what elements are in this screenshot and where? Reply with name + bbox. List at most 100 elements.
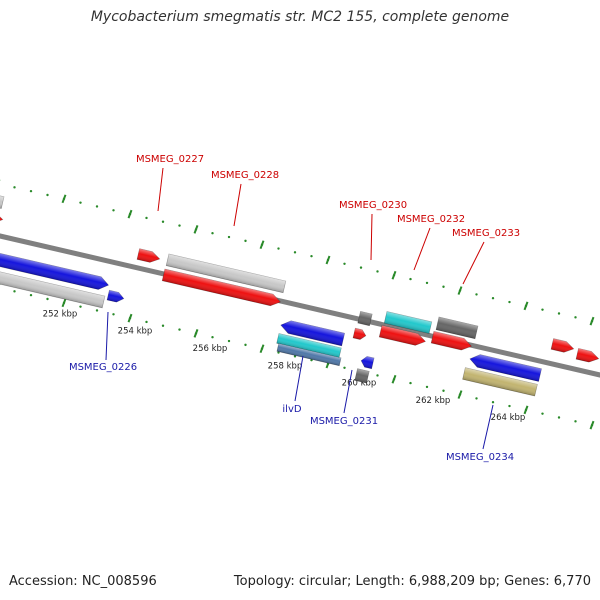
- tick-dot: [376, 270, 379, 273]
- gene-label[interactable]: MSMEG_0232: [397, 214, 465, 225]
- gene-shading: [107, 290, 124, 303]
- tick-dot: [442, 389, 445, 392]
- tick-dot: [442, 285, 445, 288]
- gene-shading: [276, 343, 342, 366]
- scale-label: 254 kbp: [118, 327, 153, 337]
- tick-dot: [491, 297, 495, 300]
- tick-dot: [13, 186, 16, 189]
- accession-text: Accession: NC_008596: [9, 574, 157, 589]
- leader-line: [462, 241, 485, 285]
- gene-shading: [361, 356, 375, 369]
- leader-line: [233, 183, 242, 227]
- genome-backbone: [0, 233, 600, 378]
- gene-feature-gray-0228[interactable]: [165, 253, 287, 294]
- gene-feature-red-0233[interactable]: [430, 330, 473, 352]
- tick-dot: [310, 358, 313, 362]
- tick-dot: [29, 189, 33, 193]
- gene-feature-gray-left-edge[interactable]: [0, 190, 5, 209]
- tick-dot: [227, 339, 231, 343]
- gene-feature-blue-0234[interactable]: [468, 353, 542, 382]
- tick-dot: [409, 277, 412, 281]
- gene-feature-blue-ilvD[interactable]: [279, 319, 346, 347]
- tick-dot: [95, 309, 99, 312]
- gene-shading: [0, 211, 3, 223]
- gene-label[interactable]: MSMEG_0233: [452, 228, 520, 239]
- gene-shading: [384, 311, 432, 334]
- gene-feature-khaki-0234[interactable]: [462, 367, 538, 397]
- gene-label[interactable]: MSMEG_0231: [310, 416, 378, 427]
- tick-dot: [508, 404, 511, 408]
- gene-feature-red-left-edge[interactable]: [0, 210, 4, 224]
- gene-feature-red-right-1[interactable]: [550, 338, 575, 355]
- tick-dot: [541, 308, 544, 311]
- tick-dot: [557, 312, 561, 315]
- gene-feature-red-0227[interactable]: [136, 248, 161, 265]
- major-tick: [127, 209, 133, 219]
- major-tick: [259, 344, 265, 354]
- gene-shading: [551, 338, 574, 353]
- gene-feature-gray-below-0226[interactable]: [0, 270, 106, 309]
- major-tick: [391, 374, 397, 384]
- gene-label[interactable]: ilvD: [282, 404, 301, 415]
- gene-feature-dark-0231[interactable]: [354, 368, 370, 384]
- gene-label[interactable]: MSMEG_0228: [211, 170, 279, 181]
- gene-shading: [379, 325, 426, 346]
- gene-shading: [357, 311, 373, 326]
- gene-shading: [354, 368, 370, 384]
- gene-label[interactable]: MSMEG_0234: [446, 452, 514, 463]
- genome-title: Mycobacterium smegmatis str. MC2 155, co…: [90, 9, 510, 25]
- gene-shading: [280, 320, 345, 346]
- tick-dot: [29, 293, 33, 297]
- scale-label: 258 kbp: [268, 361, 303, 371]
- gene-feature-dark-0233[interactable]: [435, 316, 479, 340]
- tick-dot: [293, 355, 297, 358]
- gene-feature-steel-ilvD[interactable]: [276, 343, 342, 367]
- tick-dot: [112, 313, 115, 316]
- gene-label[interactable]: MSMEG_0226: [69, 362, 137, 373]
- major-tick: [523, 301, 529, 311]
- major-tick: [193, 225, 199, 234]
- tick-dot: [211, 336, 214, 339]
- tick-dot: [46, 193, 49, 197]
- tick-dot: [574, 316, 577, 319]
- gene-feature-blue-0231[interactable]: [360, 355, 375, 370]
- tick-dot: [211, 232, 214, 235]
- tick-dot: [409, 381, 412, 385]
- gene-feature-dark-0230[interactable]: [357, 310, 373, 327]
- tick-dot: [79, 305, 82, 308]
- gene-feature-cyan-0232[interactable]: [383, 311, 433, 334]
- major-tick: [259, 240, 265, 250]
- gene-feature-red-0230[interactable]: [352, 327, 367, 340]
- tick-dot: [227, 235, 231, 239]
- tick-dot: [277, 351, 280, 354]
- tick-dot: [244, 343, 247, 347]
- upper-tick-line: [13, 186, 594, 323]
- tick-dot: [145, 320, 148, 324]
- gene-shading: [0, 252, 109, 290]
- gene-shading: [166, 253, 286, 293]
- gene-body: [0, 190, 5, 209]
- gene-shading: [162, 269, 281, 306]
- gene-feature-red-0228[interactable]: [161, 268, 282, 308]
- gene-feature-red-0232[interactable]: [378, 324, 427, 347]
- scale-label: 262 kbp: [416, 396, 451, 406]
- tick-dot: [343, 366, 346, 370]
- tick-dot: [112, 209, 115, 212]
- leader-line: [370, 213, 373, 261]
- tick-dot: [359, 266, 363, 269]
- tick-dot: [95, 205, 99, 208]
- leader-line: [343, 369, 353, 414]
- gene-feature-blue-small-0226[interactable]: [106, 289, 125, 303]
- gene-shading: [576, 348, 599, 363]
- gene-shading: [469, 354, 542, 382]
- gene-label[interactable]: MSMEG_0227: [136, 154, 204, 165]
- gene-shading: [436, 317, 478, 339]
- tick-dot: [178, 328, 181, 331]
- leader-line: [294, 355, 304, 402]
- gene-feature-blue-0226[interactable]: [0, 252, 110, 292]
- gene-shading: [353, 328, 366, 340]
- gene-feature-red-right-2[interactable]: [575, 348, 600, 364]
- gene-label[interactable]: MSMEG_0230: [339, 200, 407, 211]
